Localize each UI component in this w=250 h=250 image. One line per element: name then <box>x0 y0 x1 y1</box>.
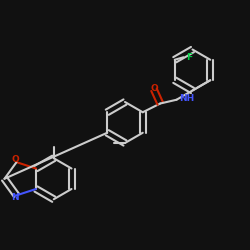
Text: O: O <box>11 155 19 164</box>
Text: NH: NH <box>180 94 195 103</box>
Text: N: N <box>12 193 19 202</box>
Text: F: F <box>186 53 192 62</box>
Text: O: O <box>150 84 158 93</box>
